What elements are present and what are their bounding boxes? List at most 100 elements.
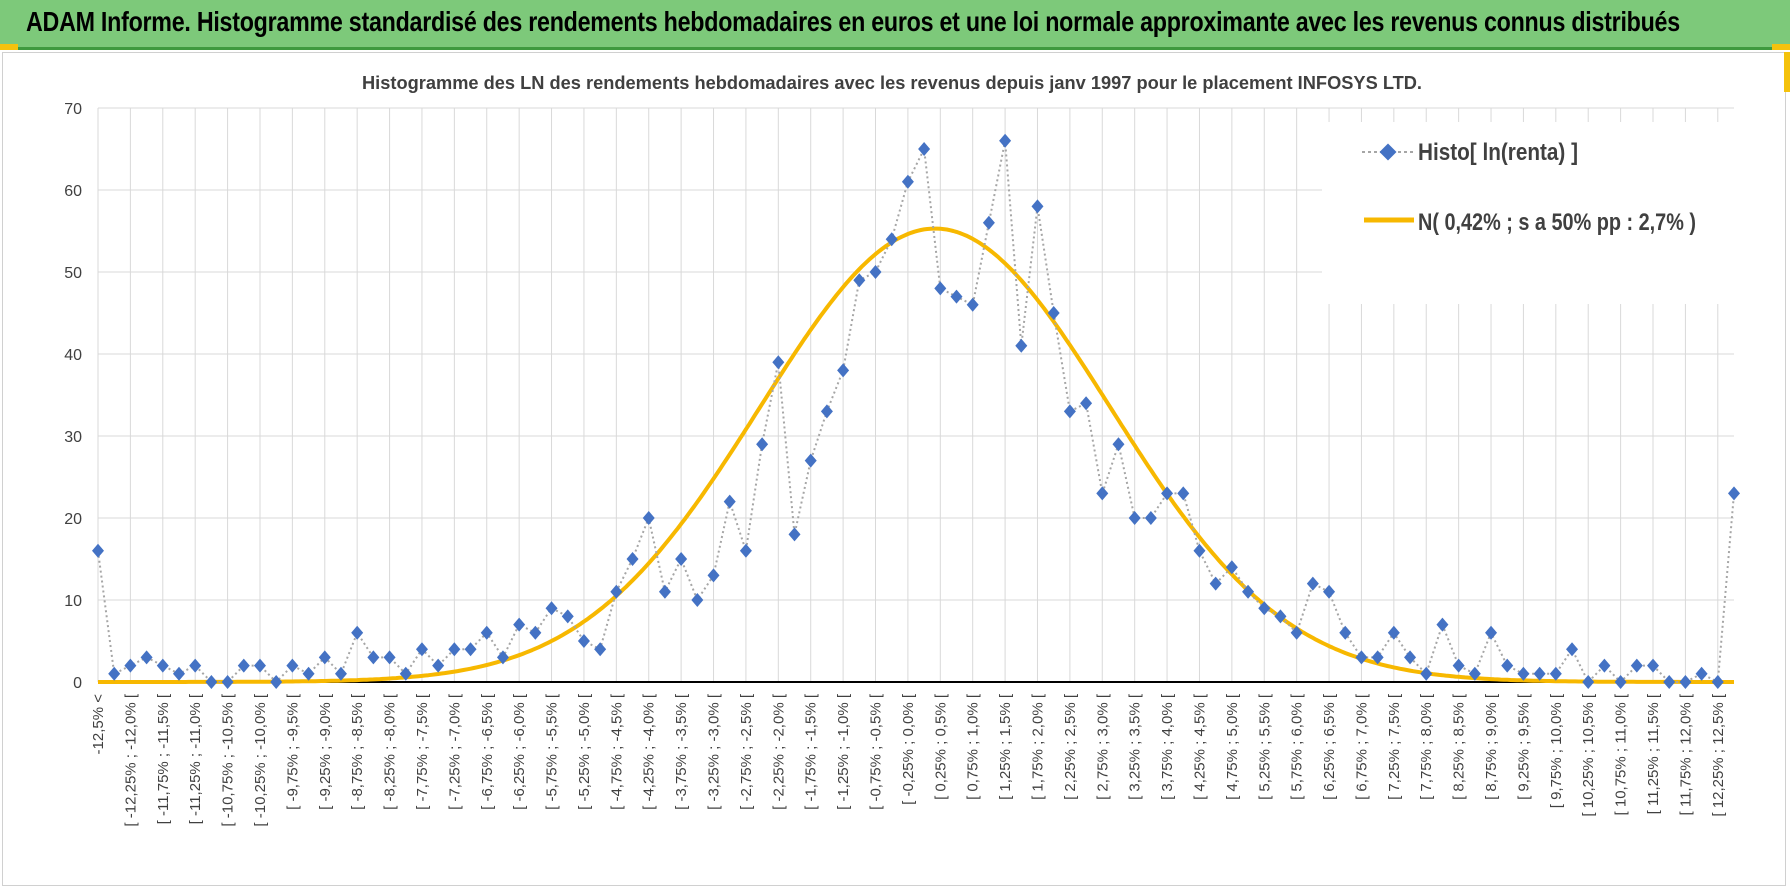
histogram-point xyxy=(918,142,931,156)
x-tick-label: [ -8,25% ; -8,0% [ xyxy=(382,693,399,810)
x-tick-label: [ -6,25% ; -6,0% [ xyxy=(511,693,528,810)
histogram-point xyxy=(885,232,898,247)
histogram-point xyxy=(156,658,169,673)
x-tick-label: [ -2,75% ; -2,5% [ xyxy=(738,693,755,810)
histogram-point xyxy=(950,289,963,304)
x-tick-label: [ 12,25% ; 12,5% [ xyxy=(1710,693,1727,816)
histogram-point xyxy=(253,658,266,673)
x-tick-label: [ 9,75% ; 10,0% [ xyxy=(1548,693,1565,808)
histogram-point xyxy=(1420,666,1433,681)
normal-curve-series xyxy=(98,226,1734,684)
histogram-point xyxy=(286,658,299,673)
histogram-point xyxy=(221,675,234,689)
y-tick-label: 10 xyxy=(64,593,82,610)
histogram-point xyxy=(707,568,720,583)
x-tick-label: [ 2,75% ; 3,0% [ xyxy=(1094,693,1111,800)
x-tick-label: [ 1,25% ; 1,5% [ xyxy=(997,693,1014,800)
histogram-point xyxy=(367,650,380,665)
chart: Histogramme des LN des rendements hebdom… xyxy=(64,73,1742,827)
histogram-point xyxy=(513,617,526,632)
histogram-point xyxy=(1614,675,1627,689)
x-tick-label: [ 8,25% ; 8,5% [ xyxy=(1451,693,1468,800)
y-tick-label: 70 xyxy=(64,101,82,118)
histogram-point xyxy=(415,642,428,657)
histogram-point xyxy=(318,650,331,665)
banner-accent-right xyxy=(1772,44,1790,50)
histogram-point xyxy=(1177,486,1190,501)
y-tick-label: 20 xyxy=(64,511,82,528)
x-tick-label: [ 3,75% ; 4,0% [ xyxy=(1159,693,1176,800)
histogram-point xyxy=(1225,560,1238,575)
histogram-point xyxy=(237,658,250,673)
x-tick-label: [ -2,25% ; -2,0% [ xyxy=(770,693,787,810)
x-tick-label: [ 0,25% ; 0,5% [ xyxy=(932,693,949,800)
histogram-point xyxy=(1679,675,1692,689)
histogram-point xyxy=(108,666,121,681)
histogram-point xyxy=(1436,617,1449,632)
histogram-point xyxy=(1566,642,1579,657)
histogram-point xyxy=(448,642,461,657)
histogram-point xyxy=(1663,675,1676,689)
right-accent-bar xyxy=(1784,52,1790,92)
banner-title: ADAM Informe. Histogramme standardisé de… xyxy=(26,6,1680,37)
histogram-point xyxy=(1112,437,1125,452)
histogram-point xyxy=(1290,625,1303,640)
histogram-point xyxy=(432,658,445,673)
histogram-point xyxy=(383,650,396,665)
histogram-point xyxy=(788,527,801,542)
histogram-point xyxy=(756,437,769,452)
histogram-point xyxy=(853,273,866,288)
histogram-point xyxy=(869,265,882,279)
histogram-point xyxy=(140,650,153,665)
legend: Histo[ ln(renta) ] N( 0,42% ; s a 50% pp… xyxy=(1322,122,1742,304)
banner: ADAM Informe. Histogramme standardisé de… xyxy=(0,0,1790,50)
x-tick-label: [ 3,25% ; 3,5% [ xyxy=(1127,693,1144,800)
x-tick-label: [ 7,75% ; 8,0% [ xyxy=(1418,693,1435,800)
histogram-point xyxy=(1630,658,1643,673)
x-tick-label: [ 2,25% ; 2,5% [ xyxy=(1062,693,1079,800)
histogram-point xyxy=(1063,404,1076,419)
x-tick-label: [ -5,25% ; -5,0% [ xyxy=(576,693,593,810)
histogram-point xyxy=(1274,609,1287,624)
histogram-point xyxy=(92,543,104,558)
x-tick-label: [ -12,25% ; -12,0% [ xyxy=(122,693,139,826)
x-tick-label: [ 10,75% ; 11,0% [ xyxy=(1613,693,1630,815)
histogram-point xyxy=(982,215,995,230)
histogram-point xyxy=(999,133,1012,148)
y-axis: 0 10 20 30 40 50 60 70 xyxy=(64,101,82,692)
histogram-point xyxy=(610,584,623,599)
x-tick-label: [ -3,75% ; -3,5% [ xyxy=(673,693,690,810)
histogram-point xyxy=(1647,658,1660,673)
histogram-point xyxy=(658,584,671,599)
x-tick-label: [ 8,75% ; 9,0% [ xyxy=(1483,693,1500,800)
x-tick-label: [ 4,25% ; 4,5% [ xyxy=(1191,693,1208,800)
histogram-point xyxy=(1339,625,1352,640)
histogram-point xyxy=(464,642,477,657)
histogram-point xyxy=(1242,584,1255,599)
x-axis: -12,5% < [ -12,25% ; -12,0% [[ -11,75% ; … xyxy=(90,681,1734,827)
y-tick-label: 30 xyxy=(64,429,82,446)
histogram-point xyxy=(837,363,850,378)
histogram-point xyxy=(1549,666,1562,681)
histogram-point xyxy=(1258,601,1271,616)
histogram-point xyxy=(1533,666,1546,681)
histogram-point xyxy=(1468,666,1481,681)
histogram-point xyxy=(399,666,412,681)
x-tick-label: [ 1,75% ; 2,0% [ xyxy=(1029,693,1046,800)
x-tick-label: [ 6,75% ; 7,0% [ xyxy=(1353,693,1370,800)
histogram-point xyxy=(270,675,283,689)
x-tick-label: [ 10,25% ; 10,5% [ xyxy=(1580,693,1597,816)
histogram-point xyxy=(1582,675,1595,689)
histogram-point xyxy=(1031,199,1044,214)
histogram-point xyxy=(302,666,315,681)
histogram-point xyxy=(1371,650,1384,665)
histogram-point xyxy=(1598,658,1611,673)
x-tick-label: [ -1,25% ; -1,0% [ xyxy=(835,693,852,810)
histogram-point xyxy=(189,658,202,673)
x-tick-label: [ -4,25% ; -4,0% [ xyxy=(641,693,658,810)
histogram-point xyxy=(1728,486,1740,501)
histogram-point xyxy=(124,658,137,673)
histogram-point xyxy=(1501,658,1514,673)
histogram-point xyxy=(172,666,185,681)
x-tick-label: [ 9,25% ; 9,5% [ xyxy=(1515,693,1532,800)
